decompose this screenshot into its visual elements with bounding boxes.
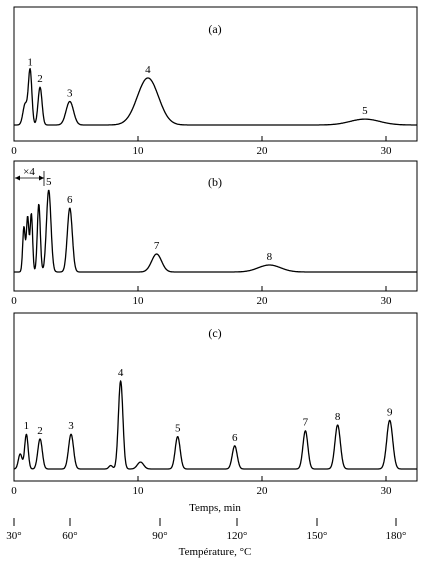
peak-label-3: 3 [68,420,74,432]
time-tick-label-20: 20 [257,295,269,307]
time-tick-label-10: 10 [133,295,145,307]
panel-c-peak-labels: 1 2 3 4 5 6 7 8 9 [24,367,393,444]
peak-label-6: 6 [67,194,73,206]
panel-a-peak-labels: 12 3 4 5 [27,56,368,117]
panel-c: (c) 1 2 3 4 5 6 7 8 9 0 10 20 30 [11,312,418,497]
peak-label-2: 2 [37,73,43,85]
time-tick-label-30: 30 [381,145,393,157]
panel-c-label: (c) [208,326,221,340]
panel-a-frame [13,6,418,142]
panel-a-label: (a) [208,22,221,36]
temp-tick-label-3: 120° [227,530,248,542]
time-tick-label-0: 0 [11,145,17,157]
time-axis-label: Temps, min [189,502,241,514]
peak-label-8: 8 [267,251,273,263]
time-tick-label-0: 0 [11,485,17,497]
time-tick-label-0: 0 [11,295,17,307]
peak-label-1: 1 [27,56,33,68]
peak-label-1: 1 [24,420,30,432]
panel-b-scale-marker: ×4 [15,166,45,186]
scale-marker-arrowhead-left [15,175,20,181]
time-tick-label-30: 30 [381,295,393,307]
panel-b-trace [13,189,418,273]
panel-b-time-axis: 0 10 20 30 [11,286,392,307]
panel-a: (a) 12 3 4 5 0 10 20 30 [11,6,418,157]
time-tick-label-10: 10 [133,145,145,157]
peak-label-4: 4 [118,367,124,379]
panel-a-time-axis: 0 10 20 30 [11,136,392,157]
peak-label-6: 6 [232,432,238,444]
panel-b-frame [13,160,418,292]
time-tick-label-10: 10 [133,485,145,497]
peak-label-9: 9 [387,406,393,418]
panel-b-label: (b) [208,175,222,189]
panel-b: (b) ×4 5 6 7 8 0 10 20 30 [11,160,418,307]
temp-tick-label-1: 60° [62,530,77,542]
peak-label-7: 7 [154,240,160,252]
time-tick-label-30: 30 [381,485,393,497]
peak-label-5: 5 [362,105,368,117]
panel-c-trace [13,380,418,470]
time-tick-label-20: 20 [257,145,269,157]
panel-a-trace [13,67,418,126]
peak-label-4: 4 [145,64,151,76]
peak-label-5: 5 [175,423,181,435]
temp-tick-label-2: 90° [152,530,167,542]
time-tick-label-20: 20 [257,485,269,497]
temperature-axis-label: Température, °C [179,546,252,558]
peak-label-8: 8 [335,411,341,423]
temp-tick-label-5: 180° [386,530,407,542]
panel-b-peak-labels: 5 6 7 8 [46,176,273,263]
peak-label-2: 2 [37,425,43,437]
scale-annotation: ×4 [23,166,35,178]
scale-marker-arrowhead-right [39,175,44,181]
peak-label-7: 7 [303,417,309,429]
panel-c-frame [13,312,418,482]
temp-tick-label-4: 150° [307,530,328,542]
panel-c-time-axis: 0 10 20 30 [11,476,392,497]
peak-label-3: 3 [67,88,73,100]
temp-tick-label-0: 30° [6,530,21,542]
peak-label-5: 5 [46,176,52,188]
temperature-axis: 30° 60° 90° 120° 150° 180° Température, … [6,518,406,558]
